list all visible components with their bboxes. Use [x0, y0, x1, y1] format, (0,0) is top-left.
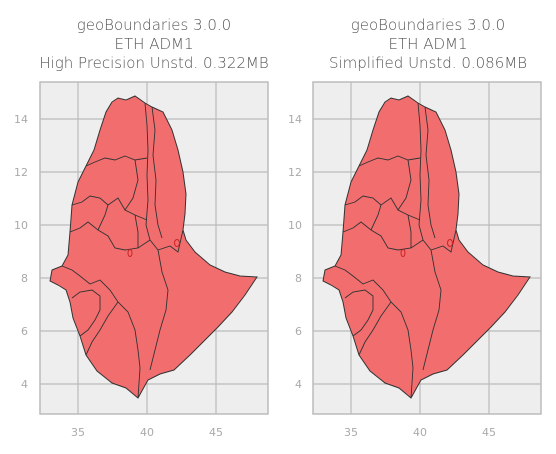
panel-1-title-line-2: ETH ADM1: [114, 35, 194, 53]
panel-1-y-tick-14: 14: [14, 113, 28, 126]
panel-1-title-line-3: High Precision Unstd. 0.322MB: [39, 54, 269, 72]
panel-2-y-tick-8: 8: [295, 272, 302, 285]
panel-2-y-tick-14: 14: [288, 113, 302, 126]
panel-1-y-tick-4: 4: [21, 378, 28, 391]
panel-2-region-borders: [334, 102, 457, 399]
panel-2-title-line-3: Simplified Unstd. 0.086MB: [328, 54, 528, 72]
panel-2-country-shape: [322, 95, 531, 399]
panel-2-map: [322, 95, 531, 399]
panel-1-title-line-1: geoBoundaries 3.0.0: [76, 16, 232, 34]
panel-1-y-tick-12: 12: [14, 166, 28, 179]
panel-1-y-ticks: 14 12 10 8 6 4: [14, 113, 28, 391]
panel-1-map: [49, 95, 258, 399]
panel-1-country-shape: [49, 95, 258, 399]
panel-1-y-tick-6: 6: [21, 325, 28, 338]
panel-1-y-tick-8: 8: [21, 272, 28, 285]
panel-2-y-tick-4: 4: [295, 378, 302, 391]
panel-2-y-tick-12: 12: [288, 166, 302, 179]
panel-1-y-tick-10: 10: [14, 219, 28, 232]
panel-1-x-ticks: 35 40 45: [71, 426, 223, 439]
panel-1-title: geoBoundaries 3.0.0 ETH ADM1 High Precis…: [24, 16, 284, 73]
panel-2-y-tick-10: 10: [288, 219, 302, 232]
panel-2-x-tick-40: 40: [413, 426, 427, 439]
panel-2-region-addis-ababa: [400, 249, 406, 257]
panel-2-y-tick-6: 6: [295, 325, 302, 338]
panel-2-title-line-2: ETH ADM1: [388, 35, 468, 53]
panel-1-x-tick-40: 40: [140, 426, 154, 439]
panel-1-region-addis-ababa: [127, 249, 133, 257]
panel-1-region-borders: [61, 102, 184, 399]
panel-2: 35 40 45 14 12 10 8 6 4: [288, 81, 542, 439]
panel-2-title: geoBoundaries 3.0.0 ETH ADM1 Simplified …: [298, 16, 556, 73]
panel-1-x-tick-35: 35: [71, 426, 85, 439]
panel-2-x-tick-45: 45: [482, 426, 496, 439]
panel-1: 35 40 45 14 12 10 8 6 4: [14, 81, 269, 439]
panel-2-x-tick-35: 35: [344, 426, 358, 439]
panel-1-region-harari: [174, 239, 180, 247]
panel-1-x-tick-45: 45: [209, 426, 223, 439]
panel-2-x-ticks: 35 40 45: [344, 426, 496, 439]
panel-2-title-line-1: geoBoundaries 3.0.0: [350, 16, 506, 34]
panel-2-region-harari: [447, 239, 453, 247]
panel-2-y-ticks: 14 12 10 8 6 4: [288, 113, 302, 391]
